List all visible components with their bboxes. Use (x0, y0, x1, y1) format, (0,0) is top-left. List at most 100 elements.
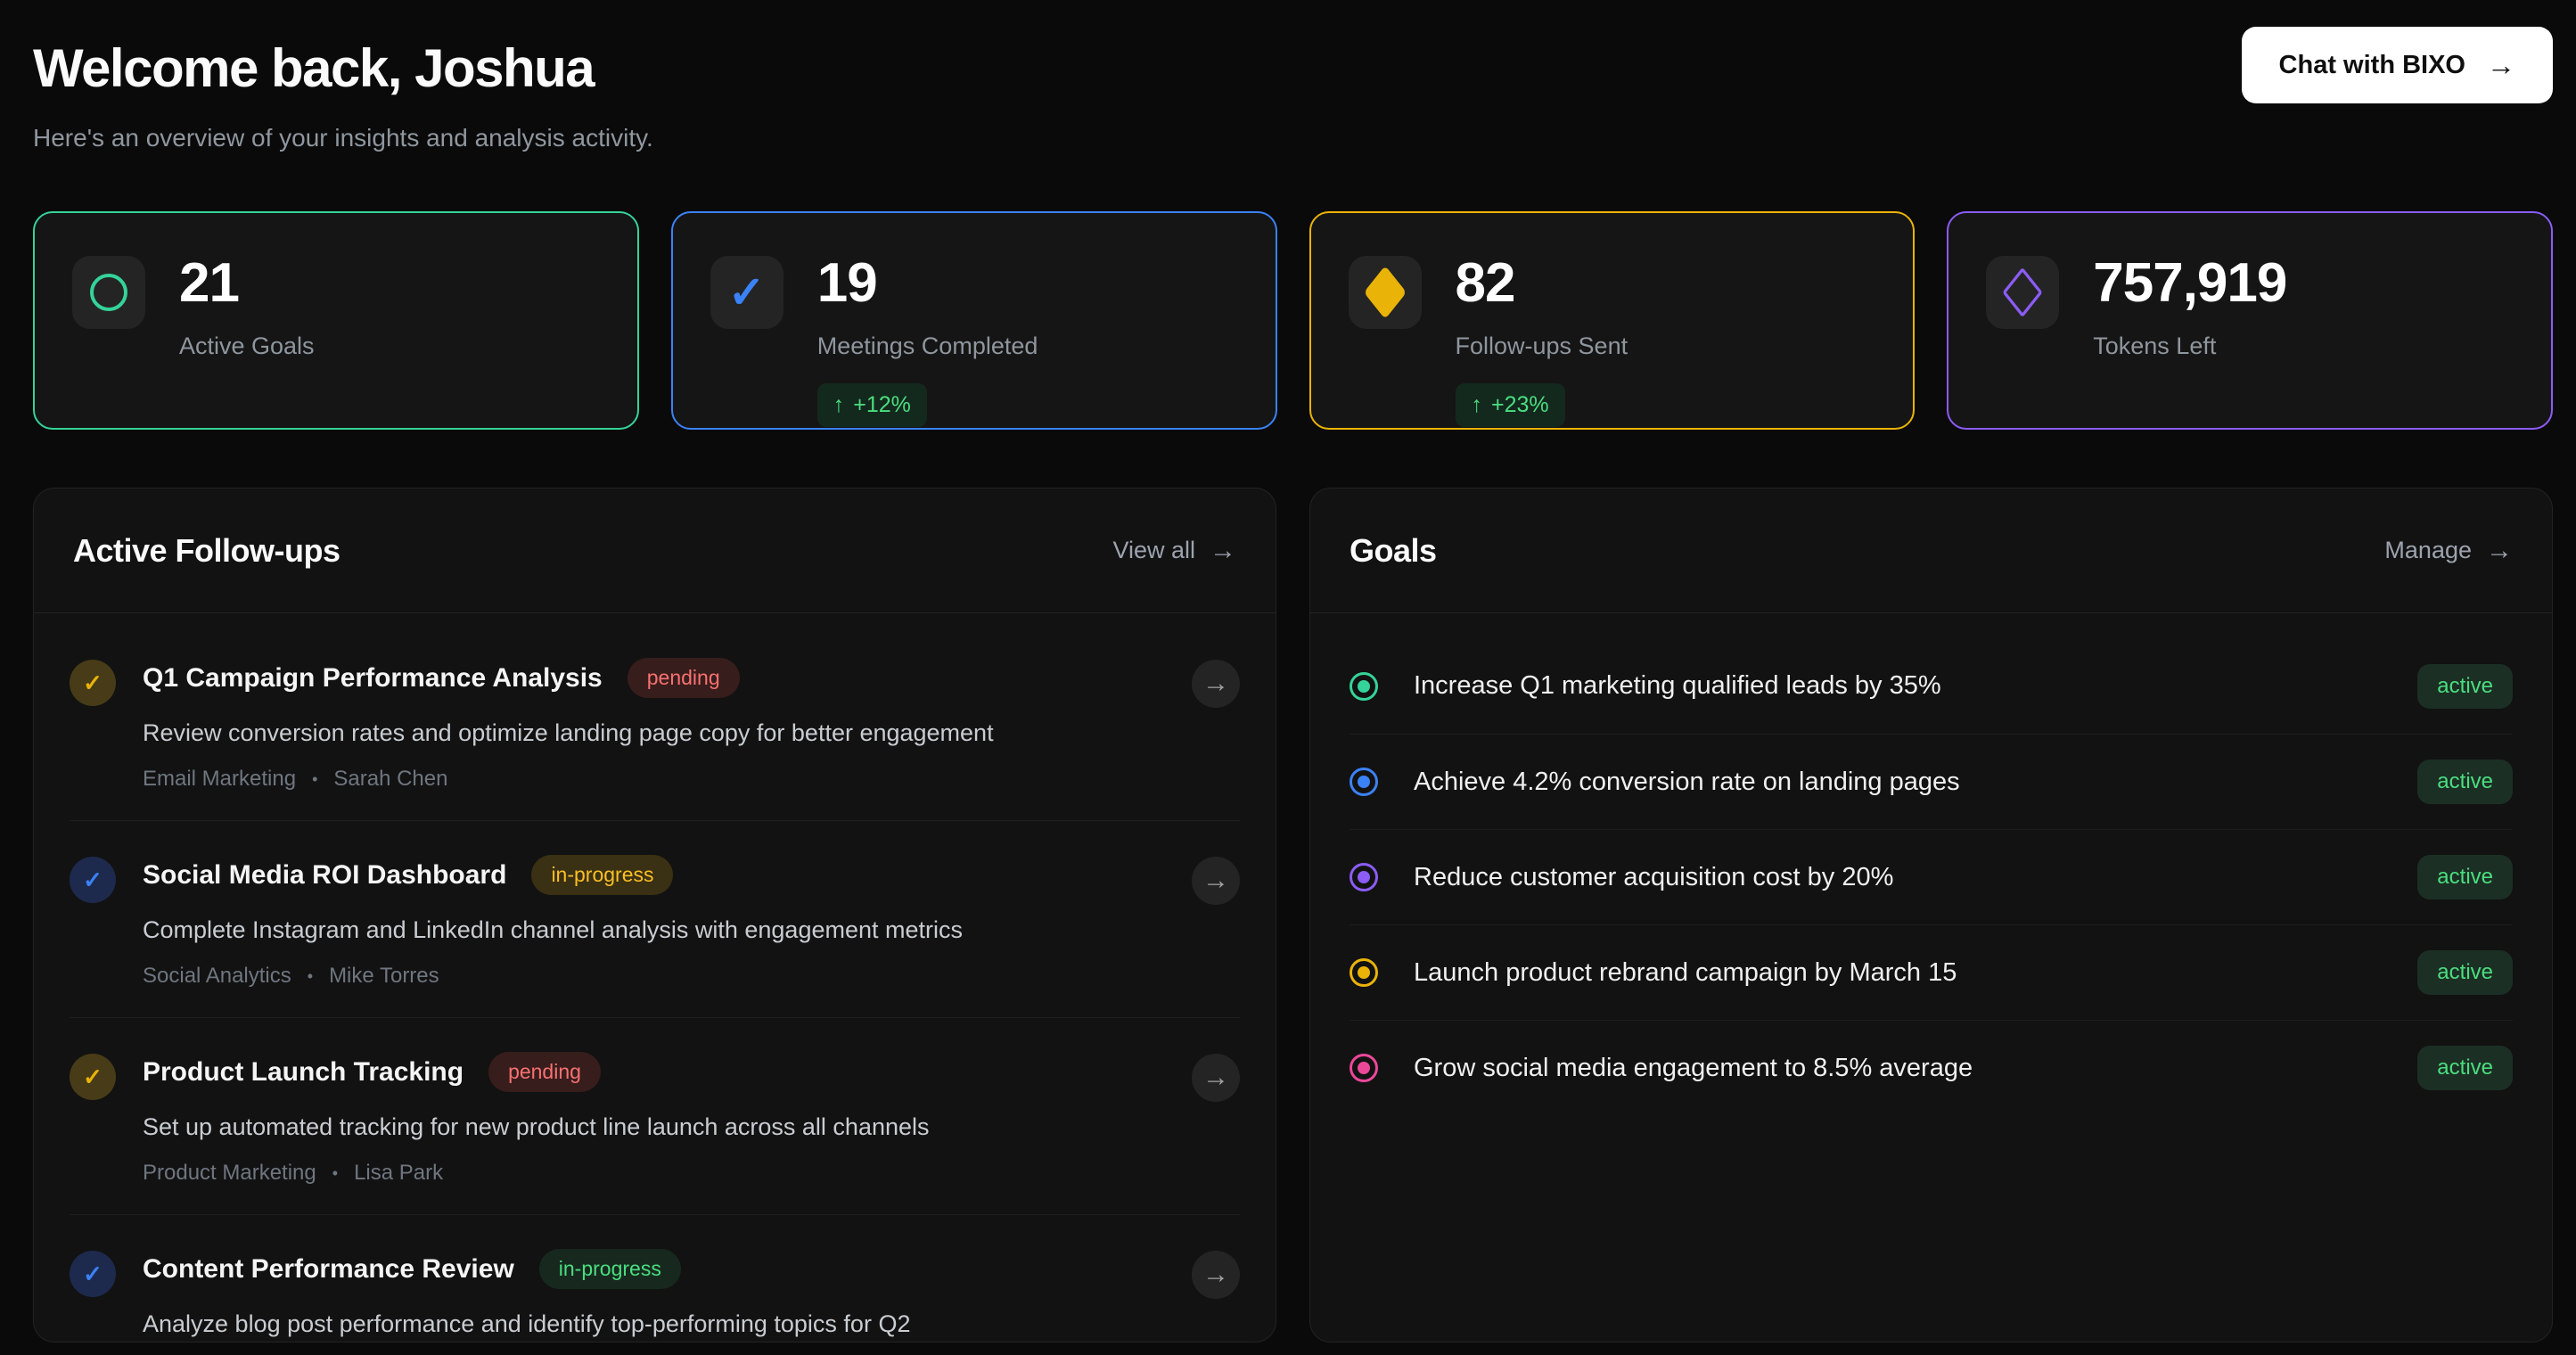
check-avatar-icon: ✓ (70, 1054, 116, 1100)
stat-label: Active Goals (179, 333, 315, 359)
stat-label: Meetings Completed (816, 333, 1038, 359)
target-dot (1358, 871, 1370, 883)
stat-value: 82 (1455, 252, 1516, 314)
stat-card-tokens-left[interactable]: 757,919 Tokens Left (1947, 211, 2553, 430)
followup-description: Review conversion rates and optimize lan… (143, 719, 994, 746)
target-icon (1350, 1054, 1378, 1082)
status-badge: in-progress (531, 855, 674, 895)
followup-owner: Mike Torres (329, 964, 439, 988)
stat-label: Follow-ups Sent (1455, 333, 1628, 359)
stat-trend-badge: ↑ +12% (816, 383, 927, 427)
target-dot (1358, 1062, 1370, 1074)
goals-list: Increase Q1 marketing qualified leads by… (1310, 613, 2552, 1115)
arrow-right-icon: → (1202, 866, 1229, 895)
goal-item[interactable]: Reduce customer acquisition cost by 20% … (1350, 829, 2513, 924)
goal-item[interactable]: Increase Q1 marketing qualified leads by… (1350, 638, 2513, 734)
followup-item[interactable]: ✓ Q1 Campaign Performance Analysis pendi… (70, 624, 1240, 820)
target-icon (1350, 958, 1378, 987)
stat-label: Tokens Left (2093, 333, 2217, 359)
header-text: Welcome back, Joshua Here's an overview … (33, 27, 653, 152)
check-avatar-icon: ✓ (70, 857, 116, 903)
manage-goals-button[interactable]: Manage → (2384, 536, 2513, 566)
status-badge: pending (627, 658, 740, 698)
stat-content: 19 Meetings Completed ↑ +12% (816, 256, 1038, 427)
followup-item[interactable]: ✓ Content Performance Review in-progress… (70, 1214, 1240, 1342)
manage-label: Manage (2384, 537, 2472, 563)
followup-body: Content Performance Review in-progress A… (143, 1249, 1165, 1342)
circle-icon (90, 274, 127, 311)
stat-value: 21 (179, 252, 240, 314)
goal-status-badge: active (2417, 950, 2513, 995)
open-followup-button[interactable]: → (1192, 660, 1240, 708)
goal-item[interactable]: Achieve 4.2% conversion rate on landing … (1350, 734, 2513, 829)
target-icon (1350, 768, 1378, 796)
open-followup-button[interactable]: → (1192, 1251, 1240, 1299)
goal-status-badge: active (2417, 760, 2513, 804)
goal-text: Reduce customer acquisition cost by 20% (1414, 862, 1894, 891)
stat-card-meetings-completed[interactable]: ✓ 19 Meetings Completed ↑ +12% (670, 211, 1277, 430)
target-dot (1358, 776, 1370, 788)
stats-row: 21 Active Goals ✓ 19 Meetings Completed … (33, 211, 2553, 430)
followup-owner: Sarah Chen (333, 767, 448, 791)
followup-item[interactable]: ✓ Social Media ROI Dashboard in-progress… (70, 820, 1240, 1017)
trend-value: +12% (853, 392, 911, 417)
stat-card-active-goals[interactable]: 21 Active Goals (33, 211, 639, 430)
arrow-right-icon: → (1202, 1063, 1229, 1092)
trend-value: +23% (1491, 392, 1549, 417)
followup-item[interactable]: ✓ Product Launch Tracking pending Set up… (70, 1017, 1240, 1214)
arrow-up-icon: ↑ (1471, 392, 1483, 417)
check-icon: ✓ (727, 267, 766, 317)
dot-separator: • (332, 1163, 339, 1182)
page-header: Welcome back, Joshua Here's an overview … (33, 27, 2553, 152)
followups-list: ✓ Q1 Campaign Performance Analysis pendi… (34, 613, 1276, 1342)
stat-value: 757,919 (2093, 252, 2287, 314)
followup-meta: Product Marketing • Lisa Park (143, 1161, 1165, 1186)
target-dot (1358, 679, 1370, 693)
check-avatar-icon: ✓ (70, 1251, 116, 1297)
followup-description: Complete Instagram and LinkedIn channel … (143, 916, 964, 943)
chat-button-label: Chat with BIXO (2278, 50, 2465, 79)
view-all-label: View all (1112, 537, 1195, 563)
chat-with-bixo-button[interactable]: Chat with BIXO → (2241, 27, 2553, 103)
page-subtitle: Here's an overview of your insights and … (33, 124, 653, 152)
arrow-right-icon: → (1202, 669, 1229, 698)
followup-title-row: Social Media ROI Dashboard in-progress (143, 855, 1165, 895)
panels-row: Active Follow-ups View all → ✓ Q1 Campai… (33, 488, 2553, 1343)
target-icon (1350, 863, 1378, 891)
diamond-outline-icon (2002, 267, 2043, 318)
open-followup-button[interactable]: → (1192, 857, 1240, 905)
goal-item[interactable]: Grow social media engagement to 8.5% ave… (1350, 1020, 2513, 1115)
goal-item[interactable]: Launch product rebrand campaign by March… (1350, 924, 2513, 1020)
arrow-right-icon: → (2487, 48, 2515, 81)
followups-panel-title: Active Follow-ups (73, 531, 340, 569)
stat-icon-box (72, 256, 145, 329)
check-avatar-icon: ✓ (70, 660, 116, 706)
followup-title: Q1 Campaign Performance Analysis (143, 662, 603, 693)
stat-card-followups-sent[interactable]: 82 Follow-ups Sent ↑ +23% (1309, 211, 1916, 430)
goals-panel-header: Goals Manage → (1310, 489, 2552, 613)
followup-title-row: Content Performance Review in-progress (143, 1249, 1165, 1289)
followups-panel-header: Active Follow-ups View all → (34, 489, 1276, 613)
followup-title: Content Performance Review (143, 1253, 514, 1284)
diamond-icon (1363, 265, 1407, 320)
view-all-button[interactable]: View all → (1112, 536, 1236, 566)
followup-body: Q1 Campaign Performance Analysis pending… (143, 658, 1165, 792)
arrow-right-icon: → (1202, 1260, 1229, 1289)
goal-text: Increase Q1 marketing qualified leads by… (1414, 671, 1941, 700)
open-followup-button[interactable]: → (1192, 1054, 1240, 1102)
followup-body: Social Media ROI Dashboard in-progress C… (143, 855, 1165, 989)
arrow-right-icon: → (2486, 535, 2513, 565)
dot-separator: • (312, 769, 318, 788)
followup-description: Set up automated tracking for new produc… (143, 1113, 930, 1140)
goals-panel-title: Goals (1350, 531, 1437, 569)
followup-title: Product Launch Tracking (143, 1056, 464, 1087)
goal-status-badge: active (2417, 1046, 2513, 1090)
status-badge: pending (488, 1052, 601, 1092)
stat-content: 757,919 Tokens Left (2093, 252, 2287, 360)
stat-content: 21 Active Goals (179, 256, 315, 360)
active-followups-panel: Active Follow-ups View all → ✓ Q1 Campai… (33, 488, 1276, 1343)
followup-meta: Social Analytics • Mike Torres (143, 964, 1165, 989)
stat-icon-box (1986, 256, 2060, 329)
arrow-right-icon: → (1210, 535, 1236, 565)
